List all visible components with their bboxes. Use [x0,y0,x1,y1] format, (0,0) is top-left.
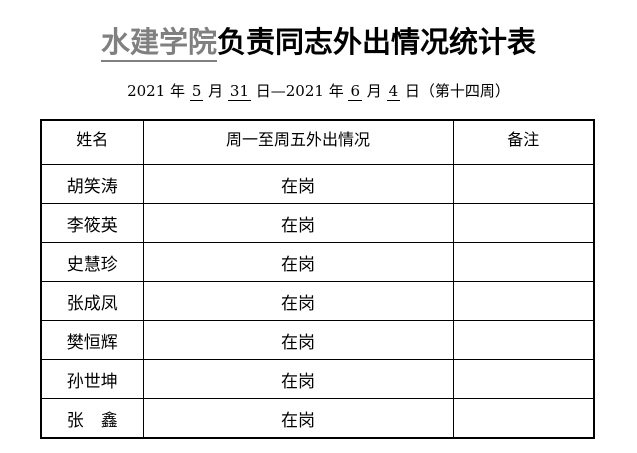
table-header-row: 姓名 周一至周五外出情况 备注 [40,119,595,165]
status-cell: 在岗 [142,281,454,321]
status-cell: 在岗 [142,320,454,360]
status-cell: 在岗 [142,203,454,243]
page-title: 水建学院负责同志外出情况统计表 [0,0,637,62]
name-cell: 张 鑫 [40,398,144,439]
date-start-day: 31 [227,82,251,101]
date-end-day: 4 [386,82,401,101]
date-start-month: 5 [189,82,204,101]
name-cell: 李筱英 [40,203,144,243]
header-notes-column: 备注 [452,119,595,165]
date-segment: 月 [203,82,228,100]
duty-status-table: 姓名 周一至周五外出情况 备注 胡笑涛 在岗 李筱英 在岗 史慧珍 在岗 [40,119,595,439]
note-cell [452,398,595,439]
table-row: 张成凤 在岗 [40,281,595,321]
note-cell [452,281,595,321]
status-cell: 在岗 [142,164,454,204]
name-cell: 史慧珍 [40,242,144,282]
note-cell [452,242,595,282]
name-cell: 樊恒辉 [40,320,144,360]
note-cell [452,203,595,243]
title-rest: 负责同志外出情况统计表 [217,25,537,59]
date-segment: 月 [362,82,387,100]
table-row: 张 鑫 在岗 [40,398,595,439]
status-cell: 在岗 [142,398,454,439]
name-cell: 孙世坤 [40,359,144,399]
header-name-column: 姓名 [40,119,144,165]
table-row: 史慧珍 在岗 [40,242,595,282]
table-row: 李筱英 在岗 [40,203,595,243]
note-cell [452,359,595,399]
status-cell: 在岗 [142,242,454,282]
status-cell: 在岗 [142,359,454,399]
date-end-month: 6 [348,82,363,101]
date-segment: 日（第十四周） [400,82,510,100]
table-row: 樊恒辉 在岗 [40,320,595,360]
table-row: 胡笑涛 在岗 [40,164,595,204]
note-cell [452,320,595,360]
table-row: 孙世坤 在岗 [40,359,595,399]
date-range-line: 2021 年 5 月 31 日—2021 年 6 月 4 日（第十四周） [0,82,637,101]
name-cell: 张成凤 [40,281,144,321]
header-weekday-status-column: 周一至周五外出情况 [142,119,454,165]
note-cell [452,164,595,204]
title-college-name: 水建学院 [100,25,217,62]
date-segment: 2021 年 [127,82,190,100]
date-segment: 日—2021 年 [251,82,349,100]
name-cell: 胡笑涛 [40,164,144,204]
